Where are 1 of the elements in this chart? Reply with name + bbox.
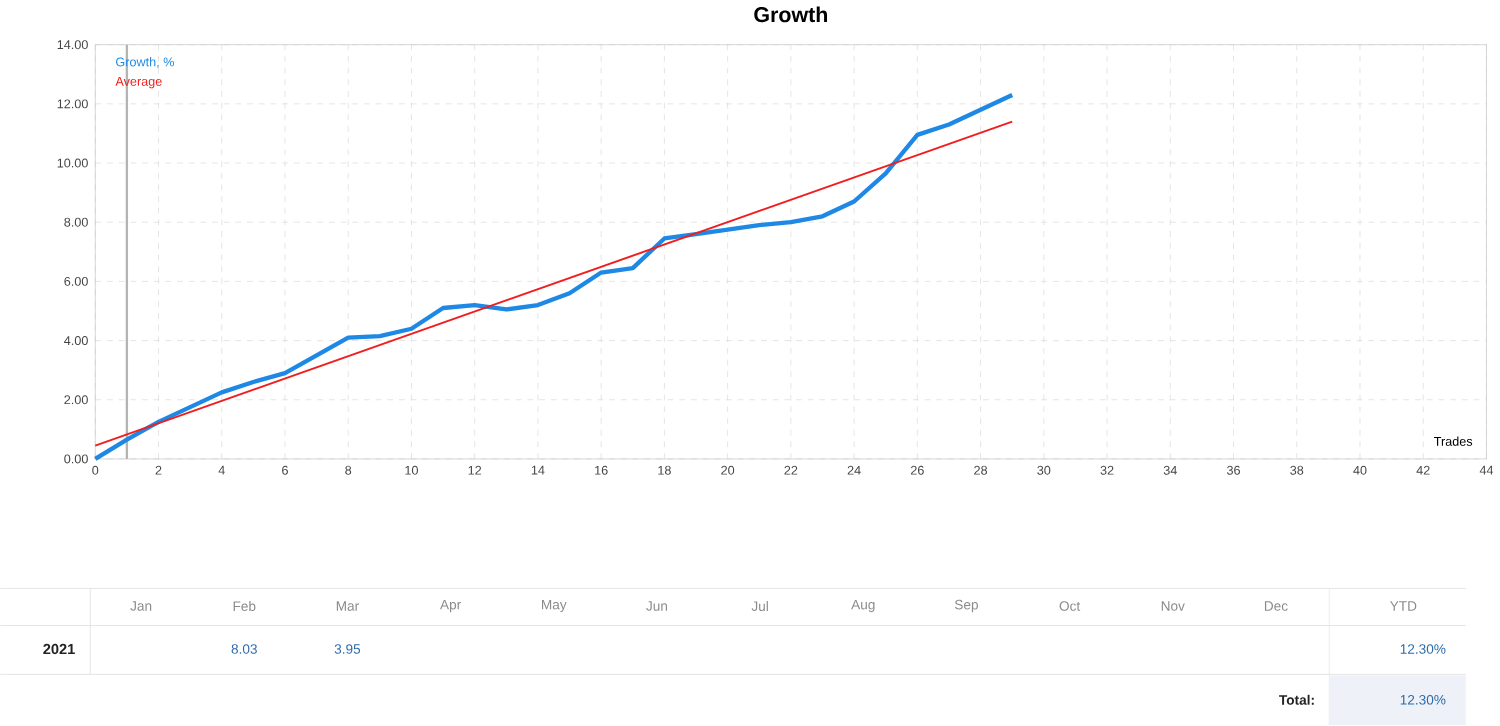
chart-title: Growth [754, 6, 828, 23]
